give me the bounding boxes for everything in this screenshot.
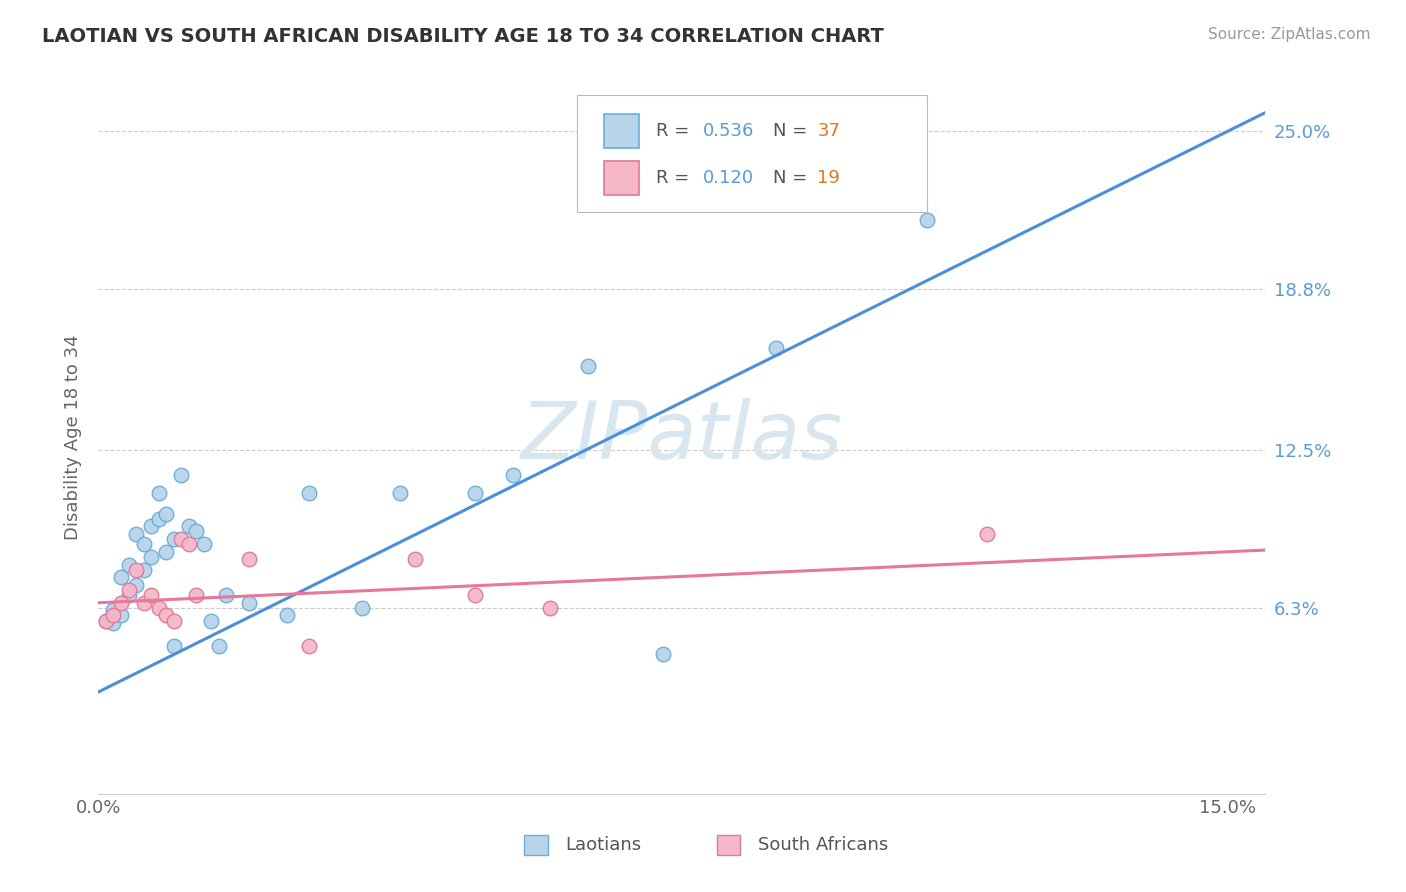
Text: N =: N = <box>773 122 813 140</box>
Point <box>298 486 321 500</box>
FancyBboxPatch shape <box>603 161 638 194</box>
Point <box>117 558 139 572</box>
Point <box>155 608 177 623</box>
Point <box>139 588 162 602</box>
Point <box>388 486 411 500</box>
Point <box>139 549 162 564</box>
Point <box>170 468 193 483</box>
Point <box>652 647 675 661</box>
Point <box>163 614 186 628</box>
Point <box>170 532 193 546</box>
Point <box>132 596 155 610</box>
Point <box>404 552 426 566</box>
Point <box>155 507 177 521</box>
Text: Source: ZipAtlas.com: Source: ZipAtlas.com <box>1208 27 1371 42</box>
Point <box>976 527 998 541</box>
Text: 37: 37 <box>817 122 841 140</box>
Point <box>163 532 186 546</box>
Point <box>238 552 260 566</box>
Point <box>298 639 321 653</box>
FancyBboxPatch shape <box>524 835 548 855</box>
Point <box>502 468 524 483</box>
Text: South Africans: South Africans <box>758 837 889 855</box>
Point <box>765 341 787 355</box>
Point <box>177 519 200 533</box>
Point <box>125 578 148 592</box>
Point <box>148 486 170 500</box>
Point <box>350 600 373 615</box>
Text: 19: 19 <box>817 169 841 186</box>
Point <box>117 588 139 602</box>
Point <box>177 537 200 551</box>
Text: 0.120: 0.120 <box>703 169 754 186</box>
Text: R =: R = <box>657 169 695 186</box>
Text: LAOTIAN VS SOUTH AFRICAN DISABILITY AGE 18 TO 34 CORRELATION CHART: LAOTIAN VS SOUTH AFRICAN DISABILITY AGE … <box>42 27 884 45</box>
Point <box>103 608 125 623</box>
Point <box>200 614 222 628</box>
Point <box>915 213 938 227</box>
Point <box>148 511 170 525</box>
FancyBboxPatch shape <box>717 835 741 855</box>
Text: R =: R = <box>657 122 695 140</box>
Point <box>186 524 208 539</box>
Point <box>132 563 155 577</box>
Point <box>125 527 148 541</box>
Point <box>238 596 260 610</box>
Point <box>464 588 486 602</box>
Text: N =: N = <box>773 169 813 186</box>
Point <box>276 608 298 623</box>
Point <box>155 545 177 559</box>
Point <box>110 608 132 623</box>
Point <box>110 596 132 610</box>
Point <box>103 616 125 631</box>
FancyBboxPatch shape <box>603 114 638 148</box>
Point <box>576 359 599 373</box>
Point <box>208 639 231 653</box>
Point <box>148 600 170 615</box>
Point <box>215 588 238 602</box>
Point <box>193 537 215 551</box>
FancyBboxPatch shape <box>576 95 927 212</box>
Point <box>464 486 486 500</box>
Point <box>538 600 561 615</box>
Point <box>117 582 139 597</box>
Point <box>163 639 186 653</box>
Point <box>125 563 148 577</box>
Text: Laotians: Laotians <box>565 837 641 855</box>
Point <box>139 519 162 533</box>
Text: 0.536: 0.536 <box>703 122 754 140</box>
Point <box>103 603 125 617</box>
Y-axis label: Disability Age 18 to 34: Disability Age 18 to 34 <box>63 334 82 540</box>
Text: ZIPatlas: ZIPatlas <box>520 398 844 476</box>
Point <box>94 614 117 628</box>
Point <box>110 570 132 584</box>
Point <box>186 588 208 602</box>
Point <box>94 614 117 628</box>
Point <box>132 537 155 551</box>
